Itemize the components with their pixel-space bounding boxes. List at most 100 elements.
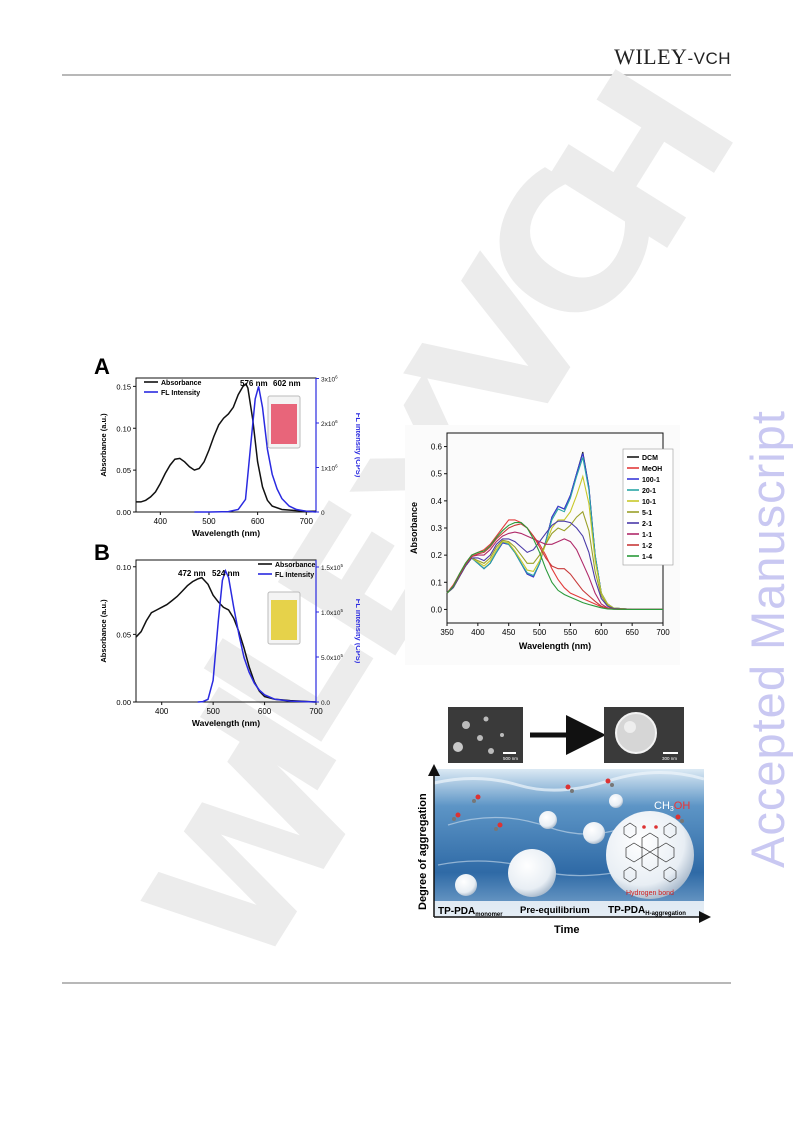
x-tick-label: 400 [155,707,169,716]
y-axis-label: Absorbance (a.u.) [99,413,108,477]
molecule-structure [623,822,677,883]
series-line [446,522,663,610]
scale-bar-label: 300 nm [662,756,677,761]
x-tick-label: 600 [251,517,265,526]
x-axis-label: Wavelength (nm) [192,528,260,538]
y2-tick-label: 1x106 [321,464,338,473]
legend-entry: 10-1 [642,499,656,506]
legend-entry: DCM [642,455,658,462]
y-tick-label: 0.10 [116,563,131,572]
legend-entry: 100-1 [642,477,660,484]
y-tick-label: 0.05 [116,466,131,475]
legend-entry: 5-1 [642,510,652,517]
x-axis-label: Wavelength (nm) [192,718,260,728]
peak-annotation: 602 nm [273,379,301,388]
figure-panel-a: A 400 500 600 700 0.00 0.05 0.10 0.15 0 1x106 2x10… [90,350,360,540]
x-tick-label: 400 [471,628,485,637]
legend-entry: 2-1 [642,521,652,528]
header-rule [62,74,731,76]
publisher-logo: WILEY-VCH [614,44,731,70]
peak-annotation: 472 nm [178,569,206,578]
series-line [446,531,663,610]
y-tick-label: 0.10 [116,424,131,433]
h-aggregation-label: TP-PDAH-aggregation [608,905,686,917]
accepted-manuscript-sidebar: Accepted Manuscript [741,410,793,868]
y-tick-label: 0.15 [116,382,131,391]
legend-entry: Absorbance [275,562,316,569]
y-axis-label: Absorbance [409,502,419,554]
y2-tick-label: 0.0 [321,700,330,707]
h-aggregate-bubble [606,811,694,899]
y-tick-label: 0.0 [431,605,443,614]
y-tick-label: 0.4 [431,497,443,506]
x-tick-label: 350 [440,628,454,637]
x-tick-label: 400 [154,517,168,526]
panel-a-label: A [94,354,110,379]
figure-panel-b: B 400 500 600 700 0.00 0.05 0.10 0.0 5.0x105 1.0x… [90,540,360,730]
y-tick-label: 0.00 [116,698,131,707]
hydrogen-bond-label: Hydrogen bond [626,890,674,897]
sem-image-small [448,707,523,763]
figure-panel-c: 350 400 450 500 550 600 650 700 0.0 0.1 0.2 0.3 0.4 0… [405,425,680,665]
y-tick-label: 0.6 [431,443,443,452]
pre-equilibrium-label: Pre-equilibrium [520,905,590,916]
x-tick-label: 450 [502,628,516,637]
x-tick-label: 550 [564,628,578,637]
x-tick-label: 500 [202,517,216,526]
fluorescence-line [197,568,317,703]
y2-axis-label: FL Intensity (CPS) [354,413,360,478]
y2-tick-label: 2x106 [321,419,338,428]
degree-axis-label: Degree of aggregation [417,793,429,910]
legend-entry: FL Intensity [161,390,200,397]
figure-panel-d: 500 nm 300 nm Hydrogen bond [408,705,718,940]
y2-tick-label: 3x106 [321,375,338,384]
monomer-label: TP-PDAmonomer [438,906,503,918]
y2-tick-label: 1.5x105 [321,563,344,572]
x-tick-label: 700 [309,707,323,716]
legend-entry: FL Intensity [275,572,314,579]
y2-tick-label: 0 [321,510,325,517]
cuvette-solution [271,600,297,640]
y-tick-label: 0.3 [431,524,443,533]
footer-rule [62,982,731,984]
y2-axis-label: FL Intensity (CPS) [354,599,360,664]
peak-annotation: 576 nm [240,379,268,388]
series-line [446,523,663,610]
time-axis-label: Time [554,924,579,936]
legend-entry: 1-2 [642,543,652,550]
x-tick-label: 650 [625,628,639,637]
publisher-name: WILEY [614,44,688,69]
series-line [446,474,663,610]
legend-entry: 1-4 [642,554,652,561]
scale-bar-label: 500 nm [503,756,518,761]
cuvette-solution [271,404,297,444]
x-tick-label: 500 [206,707,220,716]
monomer-bubble [455,874,477,896]
x-tick-label: 700 [300,517,314,526]
peak-annotation: 524 nm [212,569,240,578]
legend-entry: 1-1 [642,532,652,539]
legend-entry: MeOH [642,466,662,473]
panel-b-label: B [94,540,110,565]
y-tick-label: 0.05 [116,630,131,639]
y2-tick-label: 5.0x105 [321,653,344,662]
x-tick-label: 500 [533,628,547,637]
series-line [446,457,663,610]
y-tick-label: 0.1 [431,578,443,587]
legend-entry: Absorbance [161,380,202,387]
x-tick-label: 600 [595,628,609,637]
y-tick-label: 0.5 [431,470,443,479]
y-axis-label: Absorbance (a.u.) [99,599,108,663]
x-tick-label: 700 [656,628,670,637]
x-axis-label: Wavelength (nm) [519,641,591,651]
series-line [446,510,663,610]
y2-tick-label: 1.0x105 [321,608,344,617]
publisher-suffix: -VCH [687,49,731,68]
legend-entry: 20-1 [642,488,656,495]
solvent-label: CH3OH [654,800,690,813]
y-tick-label: 0.2 [431,551,443,560]
pre-equilibrium-bubble [508,849,556,897]
methanol-molecules [452,778,684,831]
fluorescence-line [194,386,317,513]
y-tick-label: 0.00 [116,508,131,517]
